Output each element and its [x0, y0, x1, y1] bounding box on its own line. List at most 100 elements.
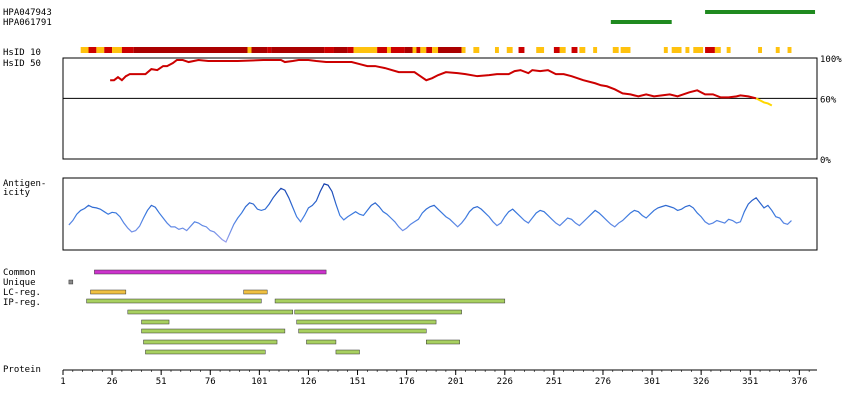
identity-tick-label: 0% [820, 156, 831, 166]
track-span [68, 279, 74, 285]
track-span [94, 269, 327, 275]
protein-tick-label: 251 [546, 377, 562, 387]
identity-band-segment [271, 47, 325, 53]
track-span [90, 289, 127, 295]
identity-tick-label: 60% [820, 95, 837, 105]
identity-band-segment [494, 47, 499, 53]
track-span [243, 289, 268, 295]
track-span [127, 309, 293, 315]
identity-band-segment [714, 47, 721, 53]
identity-frame [62, 57, 818, 160]
identity-band-segment [353, 47, 378, 53]
identity-band-segment [612, 47, 619, 53]
identity-panel: HsID 50 100% 60% 0% [3, 55, 842, 166]
protein-tick-label: 51 [156, 377, 167, 387]
protein-tick-label: 76 [205, 377, 216, 387]
antibody-label: HPA061791 [3, 18, 52, 28]
identity-band-segment [579, 47, 586, 53]
protein-tick-label: 351 [742, 377, 758, 387]
identity-band-segment [705, 47, 715, 53]
identity-band-segment [473, 47, 480, 53]
track-span [426, 339, 460, 345]
identity-band-segment [420, 47, 427, 53]
identity-band-segment [112, 47, 122, 53]
protein-label: Protein [3, 365, 41, 375]
protein-tick-label: 376 [791, 377, 807, 387]
identity-band-segment [324, 47, 334, 53]
identity-band-segment [377, 47, 387, 53]
track-span [141, 319, 170, 325]
track-label: IP-reg. [3, 298, 41, 308]
identity-band-segment [663, 47, 668, 53]
track-span [298, 328, 427, 334]
protein-tick-label: 176 [398, 377, 414, 387]
identity-band-segment [461, 47, 466, 53]
protein-tick-label: 1 [60, 377, 65, 387]
identity-band-segment [88, 47, 97, 53]
identity-band-segment [559, 47, 566, 53]
identity-band-segment [685, 47, 690, 53]
protein-tick-label: 276 [595, 377, 611, 387]
identity-band-segment [104, 47, 113, 53]
identity-band-segment [620, 47, 631, 53]
identity-band-segment [536, 47, 545, 53]
identity-low-series-line [755, 97, 773, 107]
antigenicity-series-line [68, 183, 792, 243]
protein-tick-label: 326 [693, 377, 709, 387]
track-span [296, 319, 437, 325]
hsid10-label: HsID 10 [3, 48, 41, 58]
identity-band-segment [671, 47, 682, 53]
antibody-bar [705, 10, 816, 14]
antibody-label: HPA047943 [3, 8, 52, 18]
identity-band-segment [347, 47, 354, 53]
antigenicity-label: icity [3, 188, 31, 198]
track-span [335, 349, 360, 355]
track-span [143, 339, 278, 345]
antigenicity-label: Antigen- [3, 179, 46, 189]
track-span [274, 298, 506, 304]
identity-band-segment [404, 47, 413, 53]
track-span [145, 349, 266, 355]
identity-band-segment [333, 47, 348, 53]
identity-band-segment [518, 47, 525, 53]
identity-band-segment [80, 47, 89, 53]
track-span [141, 328, 286, 334]
identity-band-segment [726, 47, 731, 53]
identity-band-segment [775, 47, 780, 53]
identity-band-segment [693, 47, 704, 53]
identity-band-segment [758, 47, 763, 53]
identity-band-segment [506, 47, 513, 53]
identity-band-segment [438, 47, 462, 53]
identity-band-segment [386, 47, 391, 53]
protein-tick-label: 26 [107, 377, 118, 387]
identity-band-segment [267, 47, 272, 53]
protein-tick-label: 226 [497, 377, 513, 387]
identity-band-segment [133, 47, 248, 53]
identity-band-segment [412, 47, 417, 53]
identity-band-segment [593, 47, 598, 53]
protein-tick-label: 101 [251, 377, 267, 387]
identity-band-segment [571, 47, 578, 53]
track-span [86, 298, 262, 304]
identity-tick-label: 100% [820, 55, 842, 65]
antigenicity-panel: Antigen-icity [3, 177, 818, 251]
track-label: Common [3, 268, 36, 278]
protein-tick-label: 201 [448, 377, 464, 387]
identity-band-segment [121, 47, 134, 53]
identity-series-line [110, 59, 757, 100]
antigenicity-frame [62, 177, 818, 251]
antibody-bar [610, 20, 672, 24]
identity-band-segment [247, 47, 252, 53]
track-span [294, 309, 462, 315]
hsid50-label: HsID 50 [3, 59, 41, 69]
hsid10-identity-band: HsID 10 [3, 47, 792, 58]
protein-tick-label: 126 [300, 377, 316, 387]
track-label: Unique [3, 278, 36, 288]
identity-band-segment [787, 47, 792, 53]
identity-band-segment [553, 47, 560, 53]
identity-band-segment [416, 47, 421, 53]
